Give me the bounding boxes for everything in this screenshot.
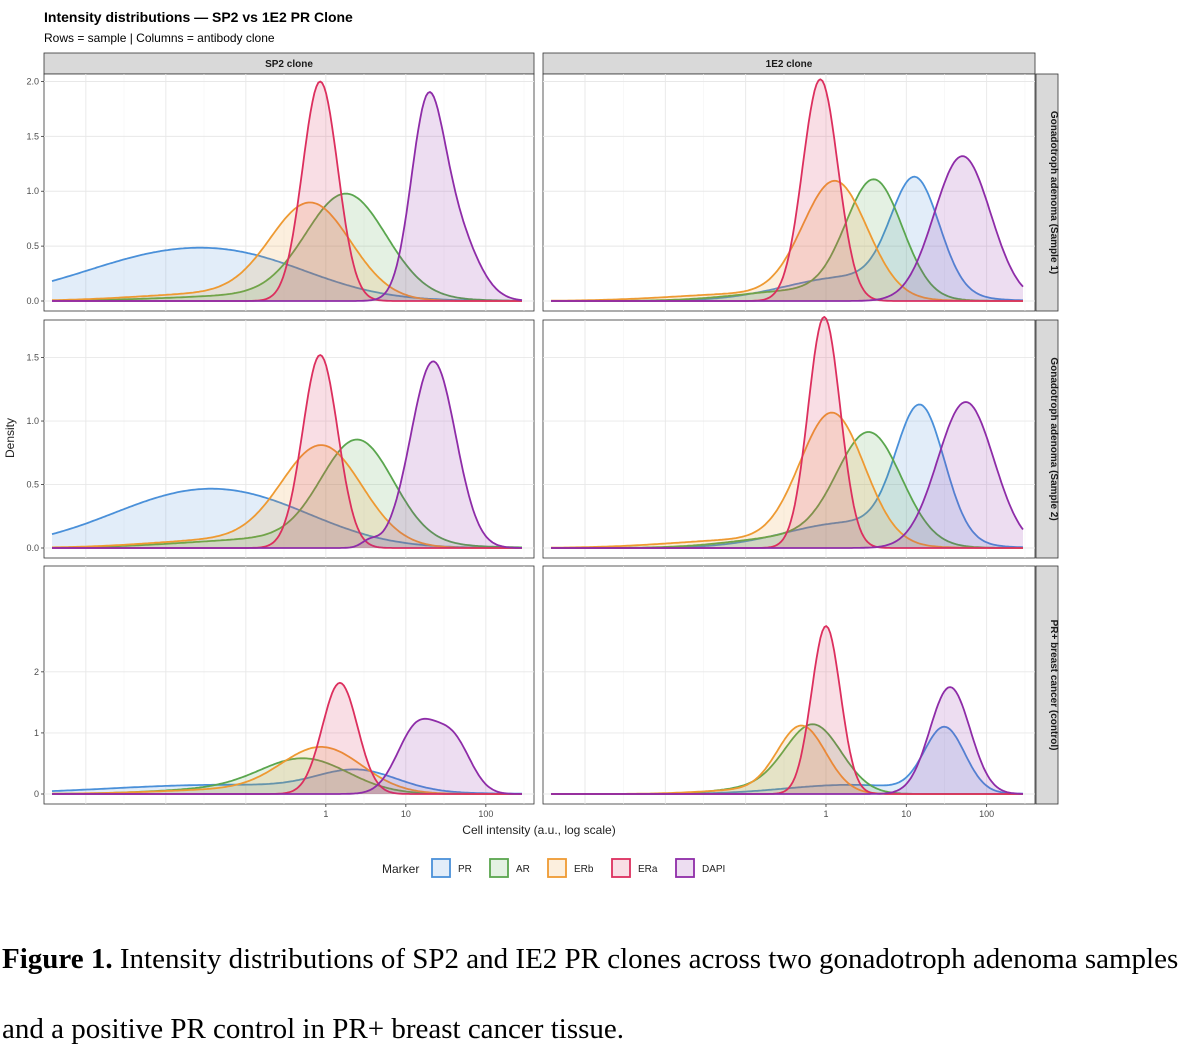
row-strip-label: Gonadotroph adenoma (Sample 2) (1048, 357, 1059, 520)
figure-caption: Figure 1. Intensity distributions of SP2… (2, 924, 1192, 1064)
chart-title: Intensity distributions — SP2 vs 1E2 PR … (44, 9, 353, 25)
density-area-dapi (551, 687, 1023, 794)
facet-panel: 0 1 2 1 10 100 (34, 565, 535, 819)
row-strip-label: PR+ breast cancer (control) (1048, 620, 1059, 751)
density-line-dapi (551, 686, 1024, 795)
panel-background (542, 565, 1036, 805)
y-tick-label: 0.5 (26, 241, 39, 251)
density-area-pr (551, 176, 1023, 301)
chart-subtitle: Rows = sample | Columns = antibody clone (44, 31, 275, 45)
density-line-dapi (52, 717, 522, 795)
density-area-erb (52, 202, 522, 301)
legend-label-ar: AR (516, 864, 530, 875)
caption-label: Figure 1. (2, 943, 113, 975)
y-axis-label: Density (3, 418, 17, 458)
density-area-dapi (551, 156, 1023, 301)
x-tick-label: 10 (901, 809, 911, 819)
density-area-ar (52, 758, 522, 794)
facet-panels: SP2 clone 1E2 clone Gonadotroph adenoma (S… (26, 52, 1059, 819)
density-line-dapi (551, 401, 1024, 549)
facet-panel: 1 10 100 (542, 565, 1036, 819)
row-strip-label: Gonadotroph adenoma (Sample 1) (1048, 111, 1059, 274)
row-strip (1035, 73, 1059, 312)
legend-key-erb (547, 858, 567, 878)
density-area-dapi (52, 92, 522, 301)
density-area-ar (551, 724, 1023, 794)
density-area-erb (52, 746, 522, 794)
density-area-dapi (551, 402, 1023, 548)
density-area-ar (551, 179, 1023, 301)
density-area-ar (551, 432, 1023, 548)
legend-key-dapi (675, 858, 695, 878)
facet-panel: 0.0 0.5 1.0 1.5 2.0 (26, 73, 535, 312)
density-area-pr (551, 726, 1023, 794)
x-tick-label: 100 (979, 809, 994, 819)
legend-key-era (611, 858, 631, 878)
density-area-erb (551, 180, 1023, 301)
legend-label-era: ERa (638, 864, 658, 875)
legend-key-ar (489, 858, 509, 878)
legend-title: Marker (382, 862, 419, 876)
density-line-ar (52, 438, 522, 549)
y-tick-label: 0.0 (26, 543, 39, 553)
row-strip (1035, 565, 1059, 805)
panel-background (43, 73, 535, 312)
x-tick-label: 100 (478, 809, 493, 819)
y-tick-label: 1 (34, 728, 39, 738)
y-tick-label: 1.5 (26, 131, 39, 141)
density-line-dapi (551, 155, 1024, 302)
density-area-dapi (52, 718, 522, 794)
faceted-density-chart: Intensity distributions — SP2 vs 1E2 PR … (3, 9, 1059, 878)
column-strip-label: SP2 clone (265, 59, 313, 70)
density-area-dapi (52, 361, 522, 548)
density-line-erb (52, 444, 522, 549)
facet-panel: 0.0 0.5 1.0 1.5 (26, 319, 535, 559)
density-line-dapi (52, 91, 523, 302)
x-tick-label: 1 (323, 809, 328, 819)
column-strip-label: 1E2 clone (766, 59, 813, 70)
density-line-pr (51, 768, 522, 795)
x-tick-label: 10 (401, 809, 411, 819)
density-area-erb (551, 725, 1023, 794)
panel-background (542, 319, 1036, 559)
legend-key-pr (431, 858, 451, 878)
legend-label-pr: PR (458, 864, 472, 875)
legend: Marker PR AR ERb ERa DAPI (382, 858, 725, 878)
y-tick-label: 0.0 (26, 296, 39, 306)
x-tick-label: 1 (823, 809, 828, 819)
legend-label-erb: ERb (574, 864, 594, 875)
density-area-ar (52, 193, 522, 301)
density-line-dapi (52, 360, 522, 549)
density-area-ar (52, 439, 522, 548)
y-tick-label: 1.0 (26, 416, 39, 426)
panel-background (43, 319, 535, 559)
density-area-pr (52, 247, 522, 301)
y-tick-label: 0.5 (26, 480, 39, 490)
caption-text: Intensity distributions of SP2 and IE2 P… (2, 943, 1179, 1045)
density-area-erb (551, 412, 1023, 548)
x-axis-label: Cell intensity (a.u., log scale) (462, 823, 615, 837)
y-tick-label: 2.0 (26, 76, 39, 86)
y-tick-label: 2 (34, 667, 39, 677)
facet-panel (542, 73, 1036, 312)
panel-background (43, 565, 535, 805)
y-tick-label: 0 (34, 789, 39, 799)
density-area-erb (52, 445, 522, 548)
panel-background (542, 73, 1036, 312)
facet-panel (542, 316, 1036, 559)
legend-label-dapi: DAPI (702, 864, 725, 875)
y-tick-label: 1.5 (26, 353, 39, 363)
row-strip (1035, 319, 1059, 559)
y-tick-label: 1.0 (26, 186, 39, 196)
density-area-pr (551, 404, 1023, 548)
